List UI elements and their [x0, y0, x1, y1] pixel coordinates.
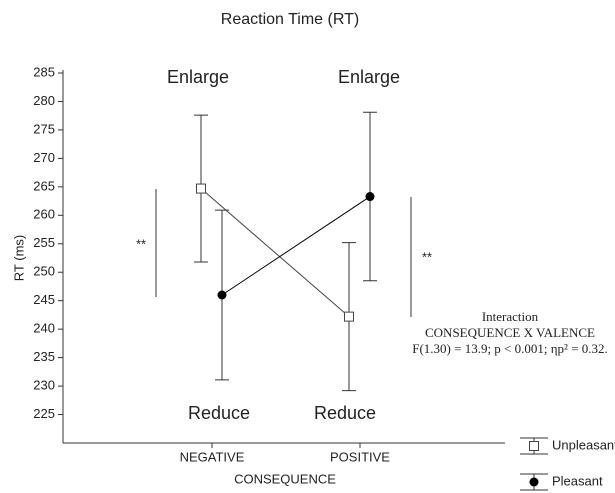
data-point: [196, 183, 206, 194]
interaction-text: Interaction: [482, 309, 539, 324]
legend-label: Pleasant: [552, 473, 603, 488]
interaction-text: CONSEQUENCE X VALENCE: [425, 325, 595, 340]
chart-title: Reaction Time (RT): [221, 11, 359, 28]
y-tick-label: 280: [33, 93, 55, 108]
annotation: **: [136, 236, 146, 251]
y-tick-label: 250: [33, 264, 55, 279]
x-axis-label: CONSEQUENCE: [234, 471, 336, 486]
y-tick-label: 275: [33, 121, 55, 136]
annotation: Reduce: [188, 403, 250, 423]
legend-marker: [529, 441, 539, 451]
interaction-text: F(1.30) = 13.9; p < 0.001; ηp² = 0.32.: [412, 341, 608, 356]
legend-marker: [529, 477, 539, 487]
data-point: [217, 290, 227, 300]
x-tick-label: POSITIVE: [330, 449, 390, 464]
annotation: Enlarge: [167, 67, 229, 87]
y-axis-label: RT (ms): [11, 235, 26, 281]
data-point: [365, 192, 375, 202]
y-tick-label: 245: [33, 292, 55, 307]
y-tick-label: 225: [33, 406, 55, 421]
annotation: Reduce: [314, 403, 376, 423]
series-line: [221, 196, 371, 296]
annotation: **: [422, 249, 432, 264]
y-tick-label: 260: [33, 207, 55, 222]
y-tick-label: 265: [33, 178, 55, 193]
y-tick-label: 230: [33, 378, 55, 393]
annotation: Enlarge: [338, 67, 400, 87]
y-tick-label: 235: [33, 349, 55, 364]
y-tick-label: 240: [33, 321, 55, 336]
y-tick-label: 270: [33, 150, 55, 165]
legend-label: Unpleasant: [552, 437, 615, 452]
y-tick-label: 285: [33, 64, 55, 79]
y-tick-label: 255: [33, 235, 55, 250]
data-point: [344, 311, 354, 322]
x-tick-label: NEGATIVE: [180, 449, 245, 464]
